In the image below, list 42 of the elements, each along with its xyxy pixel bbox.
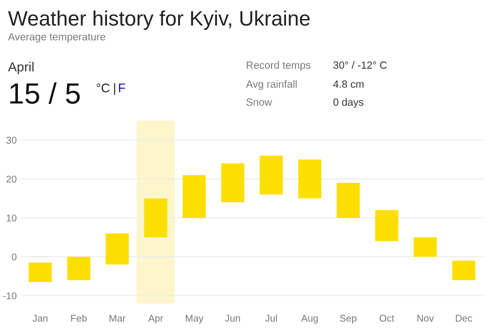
bar (298, 160, 322, 198)
x-tick-label: Oct (380, 314, 394, 322)
text: Snow (246, 98, 272, 106)
x-tick-label: Sep (340, 314, 356, 324)
x-tick-label: Jan (32, 314, 48, 322)
x-tick-label: Dec (456, 314, 472, 322)
text: F (119, 84, 126, 92)
y-tick-label: 0 (12, 253, 16, 260)
x-tick-label: Apr (148, 314, 164, 324)
text: | (114, 83, 116, 95)
text: Avg rainfall (246, 80, 297, 90)
bar (144, 198, 168, 238)
chart-subtitle: Average temperature (8, 33, 106, 42)
text: 4.8 cm (333, 80, 364, 88)
x-tick-label: Feb (71, 314, 87, 322)
chart-title: Weather history for Kyiv, Ukraine (8, 10, 310, 30)
text: April (8, 62, 34, 74)
bar (28, 262, 52, 282)
text: 30° / -12° C (333, 61, 387, 69)
text: Record temps (246, 61, 310, 71)
x-tick-label: Mar (110, 314, 126, 322)
bar (414, 237, 437, 257)
y-tick-label: 30 (6, 136, 16, 144)
x-tick-label: May (186, 314, 204, 324)
bar (260, 156, 283, 195)
text: 15 / 5 (10, 82, 80, 104)
x-tick-label: Jun (225, 314, 240, 322)
x-tick-label: Nov (417, 314, 434, 322)
bar (336, 182, 360, 218)
text: 0 days (333, 98, 364, 108)
y-tick-label: -10 (3, 292, 16, 300)
y-tick-label: 10 (6, 214, 16, 222)
bar (67, 256, 90, 280)
x-tick-label: Jul (265, 314, 277, 322)
bar (182, 175, 206, 218)
bar (221, 163, 244, 202)
y-tick-label: 20 (6, 176, 16, 183)
x-tick-label: Aug (301, 314, 318, 324)
bar (375, 210, 398, 242)
text: °C (96, 84, 110, 92)
bar (106, 233, 129, 265)
bar (452, 260, 476, 280)
